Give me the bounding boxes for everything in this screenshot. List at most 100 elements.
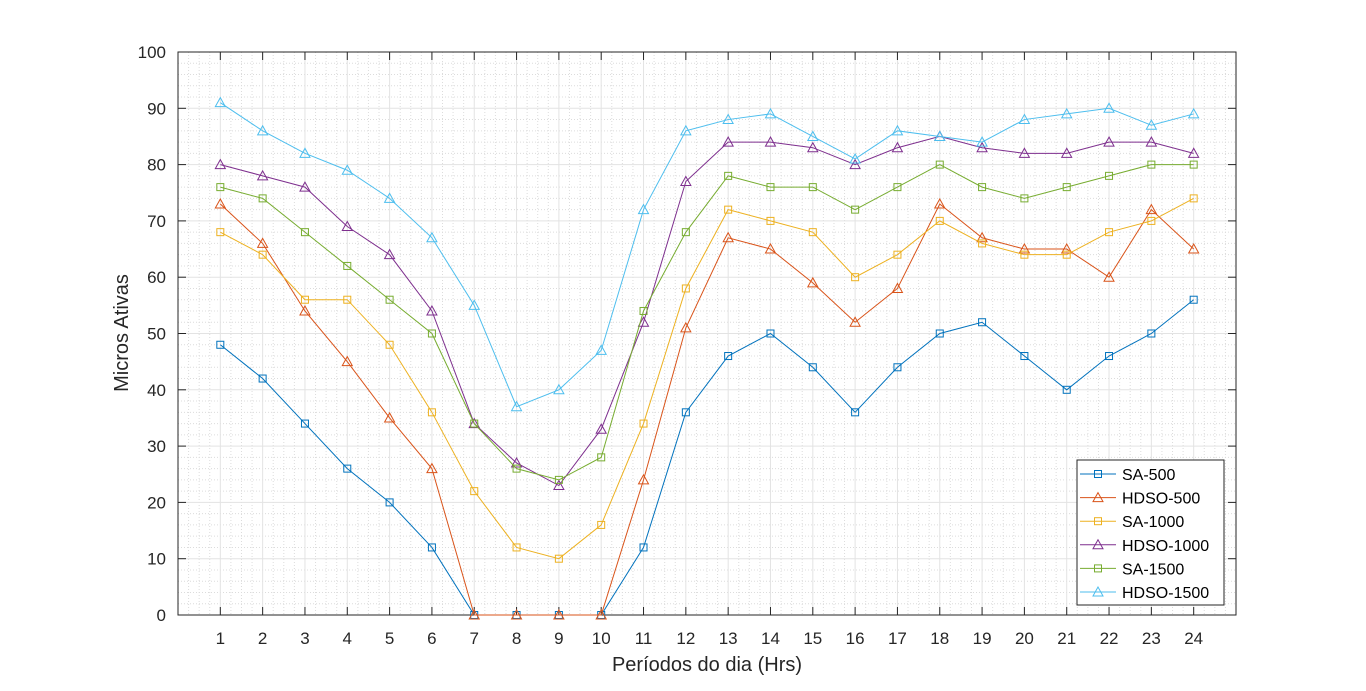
legend-box	[1076, 459, 1225, 606]
data-point	[808, 228, 817, 237]
data-point	[766, 329, 775, 338]
data-point	[1062, 250, 1071, 259]
x-tick-label: 19	[973, 629, 992, 648]
x-tick-label: 6	[427, 629, 436, 648]
data-point	[1187, 147, 1200, 158]
data-point	[681, 228, 690, 237]
data-point	[764, 136, 777, 147]
series-line	[219, 203, 1195, 616]
data-point	[679, 321, 692, 333]
data-point	[512, 464, 521, 473]
legend-label: SA-500	[1122, 467, 1175, 484]
data-point	[1103, 102, 1115, 113]
data-point	[764, 243, 777, 254]
legend-marker	[1092, 585, 1104, 597]
legend-item: HDSO-1000	[1080, 538, 1209, 555]
data-point	[214, 96, 227, 108]
data-point	[722, 136, 735, 147]
data-point	[808, 183, 817, 192]
data-point	[341, 220, 354, 232]
data-point	[299, 181, 311, 192]
data-point	[851, 273, 860, 282]
data-point	[595, 344, 608, 355]
data-point	[891, 282, 904, 293]
data-point	[216, 183, 225, 192]
data-point	[679, 175, 692, 186]
data-point	[595, 423, 608, 434]
data-point	[427, 408, 436, 417]
legend-item: SA-1000	[1080, 514, 1184, 531]
data-point	[427, 329, 436, 338]
data-point	[300, 228, 309, 237]
x-tick-label: 24	[1184, 629, 1203, 648]
legend-label: SA-1500	[1122, 561, 1184, 578]
data-point	[1060, 243, 1073, 254]
y-tick-label: 80	[147, 156, 166, 175]
series-line	[220, 299, 1194, 616]
data-point	[343, 261, 352, 270]
data-point	[639, 543, 648, 552]
data-point	[766, 183, 775, 192]
legend-marker	[1094, 470, 1102, 478]
data-point	[1062, 385, 1071, 394]
minor-grid	[178, 52, 1236, 615]
x-tick-label: 21	[1057, 629, 1076, 648]
x-tick-label: 16	[846, 629, 865, 648]
data-point	[1189, 194, 1198, 203]
data-point	[1145, 136, 1158, 147]
data-point	[893, 183, 902, 192]
data-point	[933, 130, 946, 141]
x-tick-label: 22	[1100, 629, 1119, 648]
legend-marker	[1092, 491, 1104, 503]
data-point	[427, 543, 436, 552]
data-point	[553, 383, 565, 395]
x-tick-label: 4	[343, 629, 352, 648]
data-point	[1147, 216, 1156, 225]
x-tick-label: 3	[300, 629, 309, 648]
data-point	[385, 295, 394, 304]
y-tick-label: 30	[147, 437, 166, 456]
y-tick-label: 50	[147, 325, 166, 344]
legend-label: HDSO-1000	[1122, 538, 1209, 555]
legend-label: HDSO-500	[1122, 491, 1200, 508]
data-point	[1105, 352, 1114, 361]
axis-ticks	[177, 51, 1237, 616]
data-point	[766, 216, 775, 225]
series-hdso-1500	[214, 96, 1200, 412]
x-tick-label: 23	[1142, 629, 1161, 648]
legend-marker	[1094, 564, 1102, 573]
series-line	[220, 164, 1194, 481]
series-sa-1500	[216, 160, 1198, 484]
data-point	[724, 352, 733, 361]
data-point	[385, 498, 394, 507]
data-point	[976, 136, 988, 147]
data-point	[216, 340, 225, 349]
data-point	[1189, 160, 1198, 169]
data-point	[849, 316, 861, 327]
data-point	[300, 419, 309, 428]
data-point	[258, 194, 267, 203]
data-point	[639, 306, 648, 315]
data-point	[1103, 271, 1115, 282]
data-point	[216, 228, 225, 237]
data-point	[258, 374, 267, 383]
data-point	[1062, 183, 1071, 192]
data-point	[893, 250, 902, 259]
data-point	[468, 299, 481, 310]
data-point	[300, 295, 309, 304]
data-point	[637, 316, 650, 327]
data-point	[1147, 160, 1156, 169]
data-point	[1020, 352, 1029, 361]
data-point	[1020, 194, 1029, 203]
x-tick-label: 2	[258, 629, 267, 648]
data-point	[891, 141, 904, 153]
data-point	[554, 554, 563, 563]
data-point	[978, 239, 987, 248]
x-tick-label: 14	[761, 629, 780, 648]
data-point	[341, 164, 354, 175]
data-point	[851, 205, 860, 214]
data-point	[553, 608, 565, 620]
data-point	[470, 419, 479, 428]
series-line	[220, 135, 1194, 487]
